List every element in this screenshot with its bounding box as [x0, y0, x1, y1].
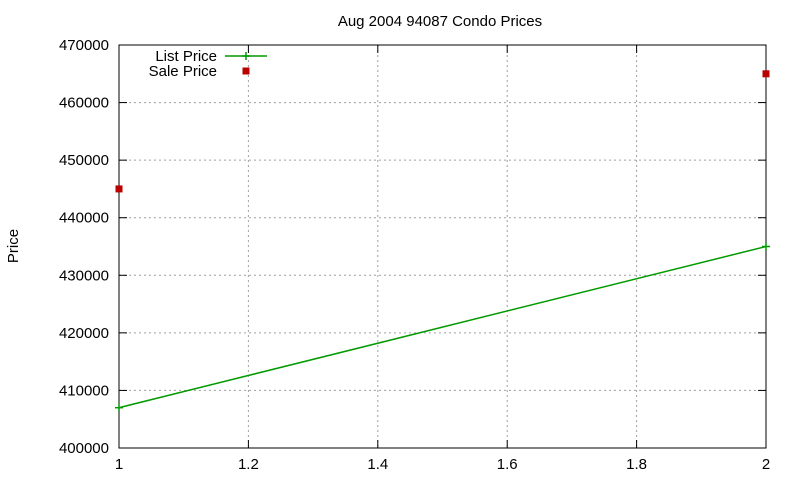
- y-tick-label: 440000: [59, 210, 109, 227]
- axis-ticks: 1 1.2 1.4 1.6 1.8 2 400000 410000 420000 430000 44…: [59, 37, 770, 473]
- y-tick-label: 430000: [59, 267, 109, 284]
- series-layer: [115, 70, 770, 412]
- x-tick-label: 1.6: [497, 456, 518, 473]
- y-tick-label: 460000: [59, 95, 109, 112]
- legend-marker-list-price: [242, 52, 250, 60]
- y-tick-label: 410000: [59, 382, 109, 399]
- x-tick-label: 1.2: [238, 456, 259, 473]
- y-tick-label: 400000: [59, 440, 109, 457]
- x-tick-label: 1: [115, 456, 123, 473]
- grid: [119, 45, 766, 448]
- y-axis-label: Price: [5, 229, 22, 263]
- legend-marker-sale-price: [242, 67, 250, 75]
- series-line-list-price: [118, 245, 767, 409]
- y-tick-label: 420000: [59, 325, 109, 342]
- y-tick-label: 450000: [59, 152, 109, 169]
- legend-label: List Price: [155, 48, 217, 65]
- chart-title: Aug 2004 94087 Condo Prices: [338, 13, 542, 30]
- data-point-sale-price: [115, 185, 123, 193]
- legend-label: Sale Price: [149, 63, 217, 80]
- data-point-list-price: [115, 403, 123, 412]
- y-tick-label: 470000: [59, 37, 109, 54]
- x-tick-label: 2: [762, 456, 770, 473]
- data-point-sale-price: [762, 70, 770, 78]
- x-tick-label: 1.4: [367, 456, 388, 473]
- x-tick-label: 1.8: [626, 456, 647, 473]
- data-point-list-price: [762, 242, 770, 251]
